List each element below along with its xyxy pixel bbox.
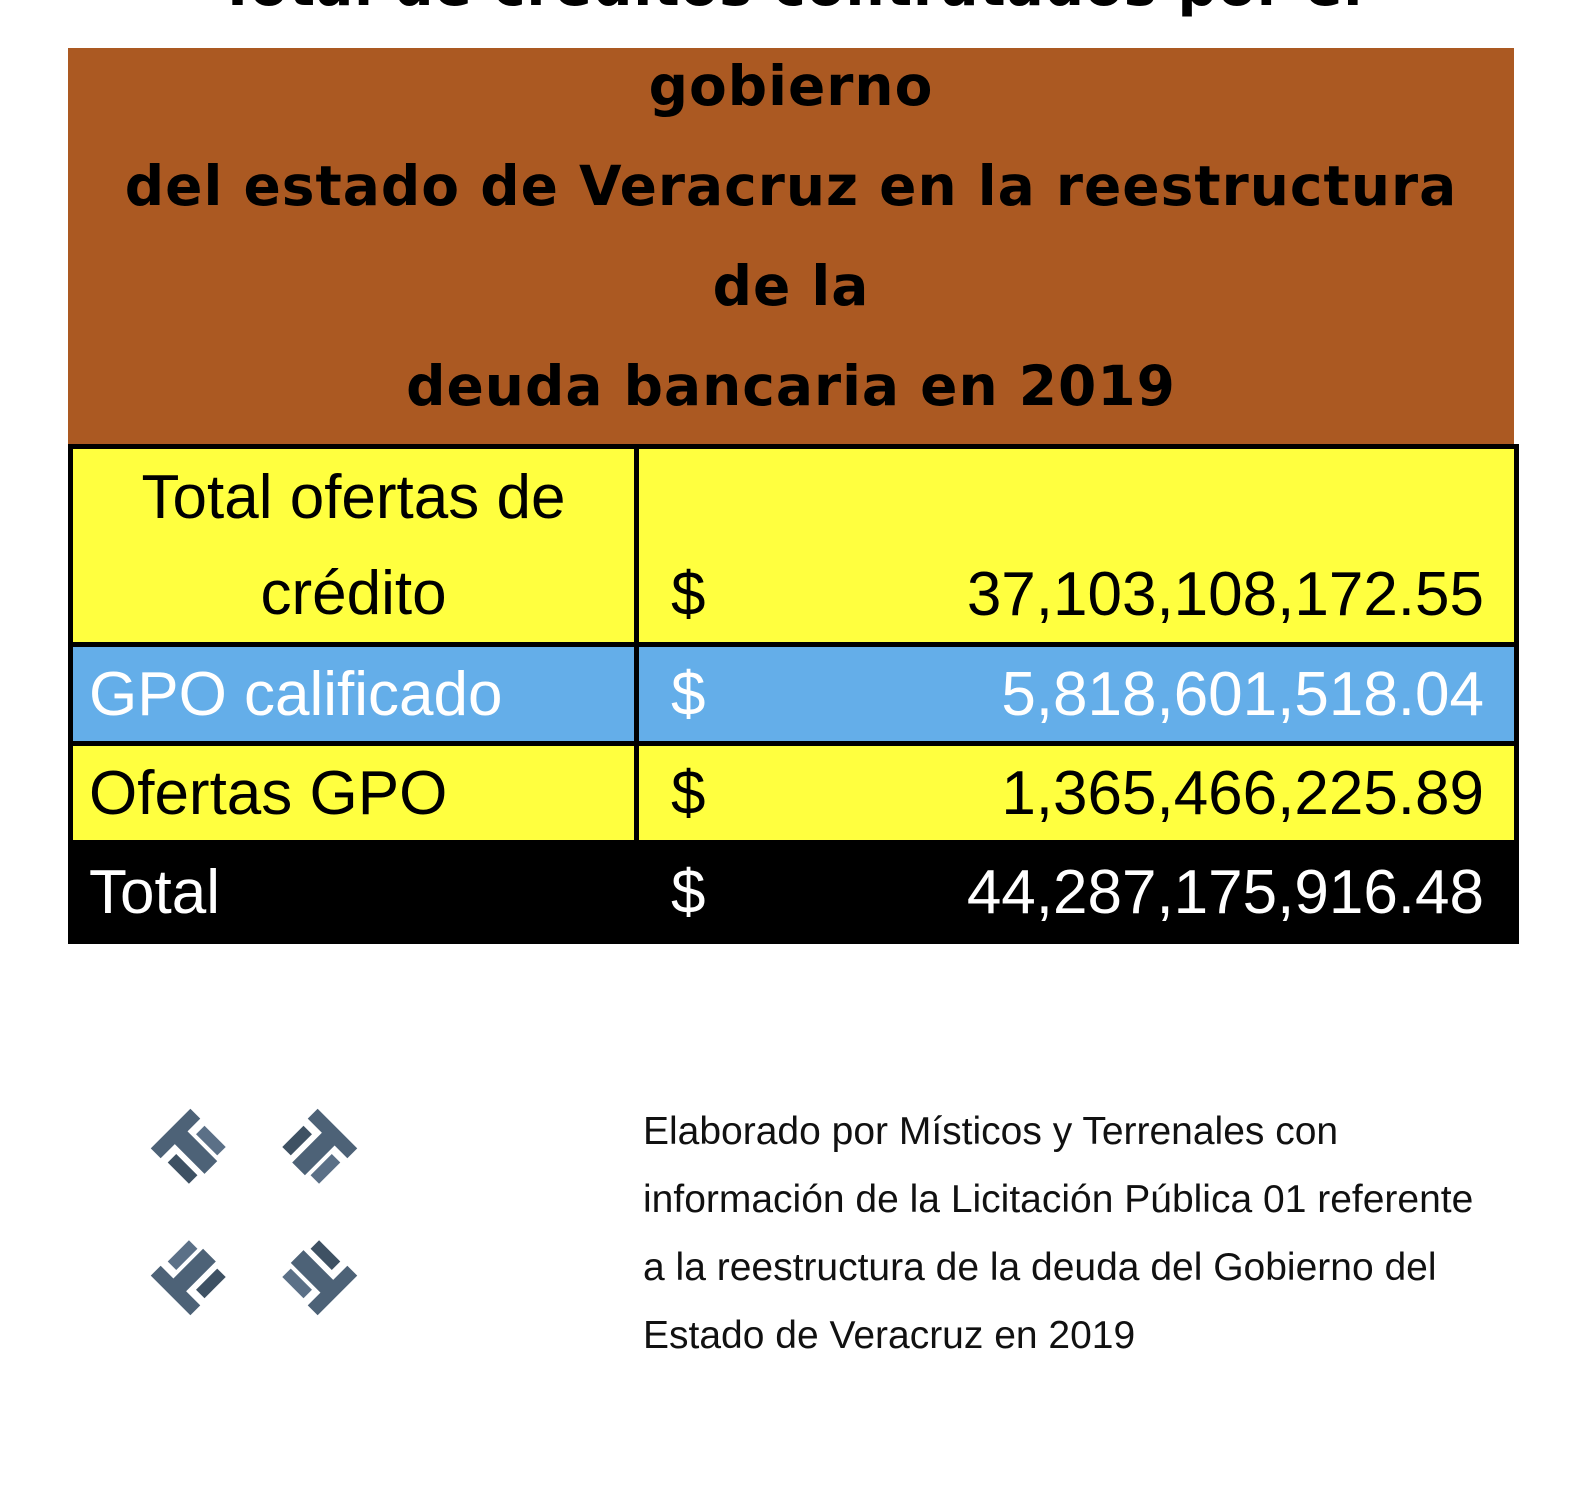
currency-symbol: $ (671, 560, 706, 629)
row-amount-cell: $ 1,365,466,225.89 (634, 741, 1519, 845)
row-label: Ofertas GPO (68, 741, 639, 845)
mt-logo-icon (128, 1086, 380, 1338)
table-row-gpo-offers: Ofertas GPO $ 1,365,466,225.89 (68, 741, 1519, 845)
row-label: GPO calificado (68, 642, 639, 746)
row-amount: 44,287,175,916.48 (966, 857, 1484, 927)
title-band: Total de créditos contratados por el gob… (68, 0, 1514, 444)
credits-table: Total ofertas de crédito $ 37,103,108,17… (68, 444, 1519, 944)
source-note: Elaborado por Místicos y Terrenales con … (643, 1110, 1474, 1357)
credit-summary-sheet: Total de créditos contratados por el gob… (68, 0, 1519, 944)
row-amount-cell: $ 37,103,108,172.55 (634, 444, 1519, 647)
row-amount: 37,103,108,172.55 (966, 560, 1484, 629)
currency-symbol: $ (671, 758, 706, 828)
table-row-total: Total $ 44,287,175,916.48 (68, 840, 1519, 944)
page-title: Total de créditos contratados por el gob… (124, 0, 1458, 418)
table-row-total-offers: Total ofertas de crédito $ 37,103,108,17… (68, 444, 1519, 647)
currency-symbol: $ (671, 857, 706, 927)
row-label: Total (68, 840, 639, 944)
row-amount-cell: $ 5,818,601,518.04 (634, 642, 1519, 746)
row-label: Total ofertas de crédito (68, 444, 639, 647)
currency-symbol: $ (671, 659, 706, 729)
table-row-gpo-qualified: GPO calificado $ 5,818,601,518.04 (68, 642, 1519, 746)
row-amount-cell: $ 44,287,175,916.48 (634, 840, 1519, 944)
row-amount: 5,818,601,518.04 (1001, 659, 1484, 729)
row-amount: 1,365,466,225.89 (1001, 758, 1484, 828)
